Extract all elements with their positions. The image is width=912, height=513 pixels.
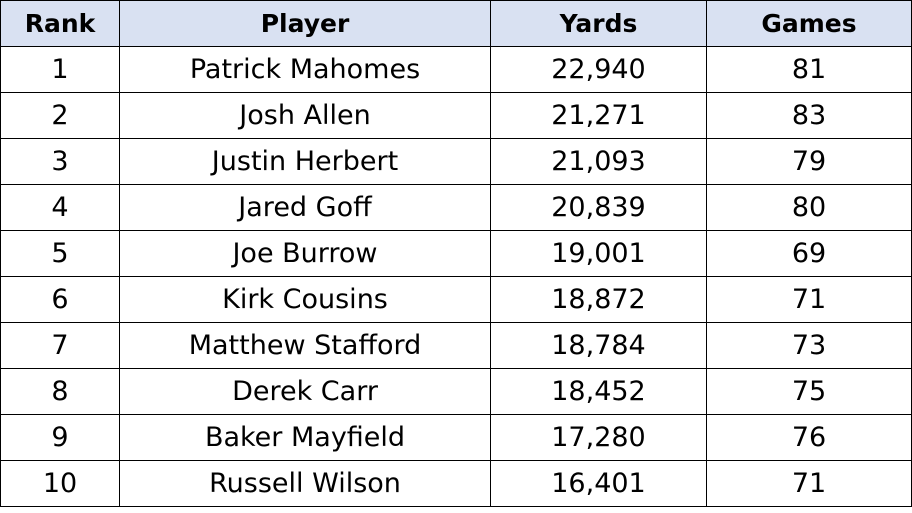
table-row: 3 Justin Herbert 21,093 79 [0,138,912,185]
rank-cell: 9 [0,414,120,461]
table-row: 7 Matthew Stafford 18,784 73 [0,322,912,369]
games-cell: 80 [706,184,912,231]
rank-cell: 2 [0,92,120,139]
rank-cell: 10 [0,460,120,507]
games-cell: 73 [706,322,912,369]
yards-cell: 18,872 [490,276,707,323]
games-cell: 69 [706,230,912,277]
yards-cell: 19,001 [490,230,707,277]
player-cell: Russell Wilson [119,460,491,507]
table-row: 10 Russell Wilson 16,401 71 [0,460,912,507]
rank-cell: 5 [0,230,120,277]
table-row: 9 Baker Mayfield 17,280 76 [0,414,912,461]
player-cell: Matthew Stafford [119,322,491,369]
rank-cell: 1 [0,46,120,93]
player-cell: Patrick Mahomes [119,46,491,93]
yards-cell: 18,452 [490,368,707,415]
rank-cell: 6 [0,276,120,323]
yards-cell: 21,093 [490,138,707,185]
games-cell: 75 [706,368,912,415]
table-row: 4 Jared Goff 20,839 80 [0,184,912,231]
rank-cell: 7 [0,322,120,369]
player-cell: Kirk Cousins [119,276,491,323]
yards-cell: 18,784 [490,322,707,369]
player-cell: Baker Mayfield [119,414,491,461]
rank-cell: 4 [0,184,120,231]
table-row: 6 Kirk Cousins 18,872 71 [0,276,912,323]
column-header-rank: Rank [0,0,120,47]
yards-cell: 16,401 [490,460,707,507]
rank-cell: 8 [0,368,120,415]
games-cell: 76 [706,414,912,461]
column-header-player: Player [119,0,491,47]
player-cell: Derek Carr [119,368,491,415]
column-header-games: Games [706,0,912,47]
player-cell: Justin Herbert [119,138,491,185]
yards-cell: 21,271 [490,92,707,139]
column-header-yards: Yards [490,0,707,47]
header-row: Rank Player Yards Games [0,0,912,47]
games-cell: 81 [706,46,912,93]
yards-cell: 17,280 [490,414,707,461]
player-cell: Joe Burrow [119,230,491,277]
table-row: 1 Patrick Mahomes 22,940 81 [0,46,912,93]
table-row: 2 Josh Allen 21,271 83 [0,92,912,139]
yards-cell: 20,839 [490,184,707,231]
games-cell: 71 [706,460,912,507]
games-cell: 83 [706,92,912,139]
player-cell: Jared Goff [119,184,491,231]
rank-cell: 3 [0,138,120,185]
games-cell: 71 [706,276,912,323]
table-row: 8 Derek Carr 18,452 75 [0,368,912,415]
games-cell: 79 [706,138,912,185]
player-cell: Josh Allen [119,92,491,139]
table-row: 5 Joe Burrow 19,001 69 [0,230,912,277]
yards-cell: 22,940 [490,46,707,93]
